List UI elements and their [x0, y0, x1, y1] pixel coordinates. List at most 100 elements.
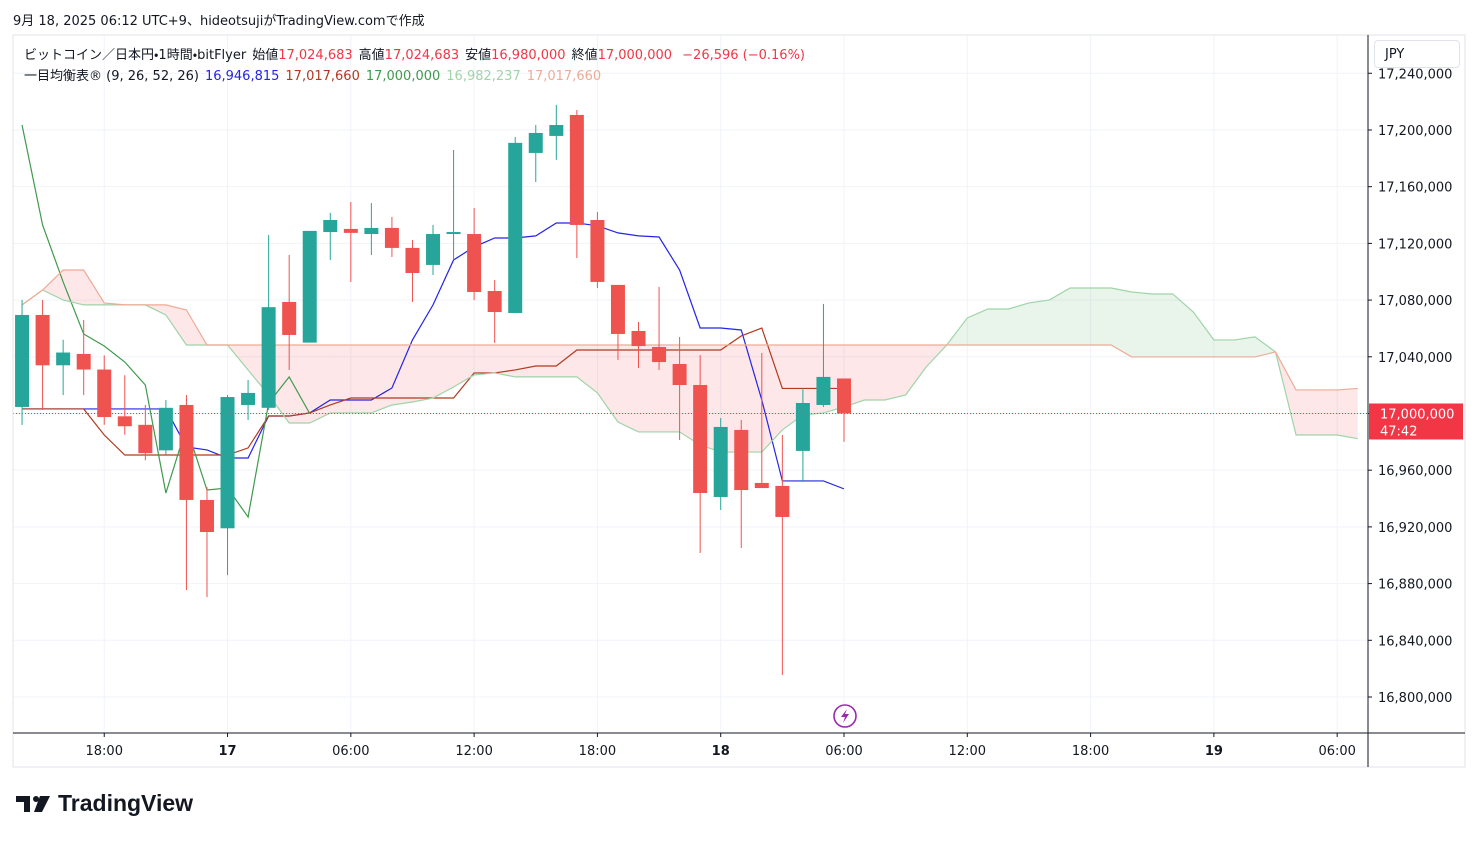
candle-body	[323, 219, 338, 233]
cloud-segment	[1296, 389, 1317, 436]
cloud-segment	[987, 309, 1009, 346]
candle-body	[610, 284, 625, 334]
last-price-label: 17,000,000	[1380, 407, 1454, 422]
candle-body	[364, 227, 379, 235]
cloud-segment	[1008, 302, 1029, 346]
cloud-segment	[1316, 389, 1338, 436]
x-tick-label: 12:00	[455, 744, 492, 759]
legend-row: ビットコイン／日本円・1時間・bitFlyer 始値17,024,683 高値17,…	[24, 45, 805, 66]
y-tick-label: 16,840,000	[1378, 634, 1452, 649]
cloud-segment	[474, 345, 495, 375]
x-tick-label: 18:00	[579, 744, 616, 759]
candle-body	[199, 499, 214, 532]
candle-body	[179, 404, 194, 500]
cloud-segment	[761, 345, 783, 453]
ohlc: 始値17,024,683 高値17,024,683 安値16,980,000 終値17…	[246, 48, 672, 63]
x-tick-label: 06:00	[332, 744, 369, 759]
ohlc-value: 17,024,683	[278, 48, 353, 63]
cloud-segment	[1049, 288, 1071, 346]
ohlc-value: 17,000,000	[597, 48, 673, 63]
candle-body	[693, 384, 708, 494]
candle-body	[261, 307, 276, 408]
last-price-box	[1369, 403, 1463, 440]
y-tick-label: 16,800,000	[1378, 691, 1452, 706]
cloud-segment	[494, 345, 516, 377]
y-tick-label: 16,920,000	[1378, 521, 1452, 536]
indicator-value: 17,017,660	[285, 69, 360, 84]
candle-body	[672, 364, 687, 385]
x-tick-label: 06:00	[825, 744, 862, 759]
candle-body	[754, 482, 769, 489]
cloud-segment	[720, 345, 742, 453]
candle-body	[15, 314, 30, 407]
candle-body	[734, 429, 749, 491]
y-tick-label: 16,880,000	[1378, 578, 1452, 593]
x-tick-label: 18:00	[1072, 744, 1109, 759]
candle-body	[220, 397, 235, 529]
candle-body	[446, 232, 461, 235]
cloud-segment	[330, 345, 351, 413]
candle-body	[97, 369, 112, 418]
cloud-segment	[412, 345, 434, 403]
legend: ビットコイン／日本円・1時間・bitFlyer 始値17,024,683 高値17,…	[24, 45, 805, 87]
change: −26,596 (−0.16%)	[682, 48, 806, 63]
x-tick-label: 06:00	[1318, 744, 1355, 759]
candle-body	[837, 378, 852, 414]
y-tick-label: 17,040,000	[1378, 351, 1452, 366]
cloud-segment	[1254, 336, 1276, 357]
x-tick-label: 19	[1205, 744, 1223, 759]
candle-body	[343, 228, 358, 233]
cloud-segment	[515, 345, 536, 377]
cloud-segment	[1337, 388, 1358, 439]
ohlc-label: 安値	[465, 48, 492, 63]
cloud-segment	[1131, 292, 1153, 357]
cloud-segment	[1172, 293, 1194, 357]
candle-body	[775, 485, 790, 517]
brand-name: TradingView	[58, 790, 194, 816]
cloud-segment	[350, 345, 372, 413]
indicator-values: 16,946,815 17,017,660 17,000,000 16,982,237…	[199, 69, 601, 84]
indicator-line	[21, 124, 311, 519]
event-icon[interactable]	[833, 704, 857, 728]
cloud-segment	[1090, 288, 1112, 346]
cloud-segment	[1111, 288, 1132, 357]
candle-body	[138, 424, 153, 454]
x-tick-label: 18	[712, 744, 730, 759]
indicator-value: 16,946,815	[204, 69, 280, 84]
y-tick-label: 16,960,000	[1378, 464, 1452, 479]
candle-body	[795, 402, 810, 451]
y-tick-label: 17,200,000	[1378, 124, 1452, 139]
cloud-segment	[1070, 288, 1091, 346]
ohlc-value: 17,024,683	[384, 48, 460, 63]
cloud-segment	[864, 345, 886, 401]
indicator-value: 16,982,237	[446, 69, 521, 84]
candle-body	[816, 376, 831, 405]
candle-body	[76, 353, 91, 370]
indicator-line	[21, 269, 1358, 391]
cloud-segment	[597, 345, 618, 422]
x-tick-label: 12:00	[949, 744, 986, 759]
watermark: 9月 18, 2025 06:12 UTC+9、hideotsujiがTradi…	[13, 14, 425, 29]
candle-body	[713, 426, 728, 497]
cloud-segment	[905, 345, 927, 395]
y-tick-label: 17,160,000	[1378, 181, 1452, 196]
candle-body	[35, 314, 50, 366]
cloud-segment	[1234, 336, 1255, 357]
cloud-segment	[371, 345, 392, 413]
currency-button[interactable]: JPY	[1374, 40, 1460, 68]
cloud-segment	[617, 345, 639, 432]
indicator-name: 一目均衡表® (9, 26, 52, 26)	[24, 69, 199, 84]
y-tick-label: 17,240,000	[1378, 67, 1452, 82]
ohlc-label: 終値	[571, 48, 598, 63]
cloud-segment	[885, 345, 906, 401]
cloud-segment	[165, 304, 187, 346]
cloud-segment	[433, 345, 454, 399]
countdown-label: 47:42	[1380, 424, 1417, 439]
y-tick-label: 17,120,000	[1378, 237, 1452, 252]
cloud-segment	[1028, 299, 1050, 346]
indicator-value: 17,000,000	[365, 69, 441, 84]
y-tick-label: 17,080,000	[1378, 294, 1452, 309]
cloud-segment	[453, 345, 475, 387]
cloud-segment	[63, 270, 84, 305]
